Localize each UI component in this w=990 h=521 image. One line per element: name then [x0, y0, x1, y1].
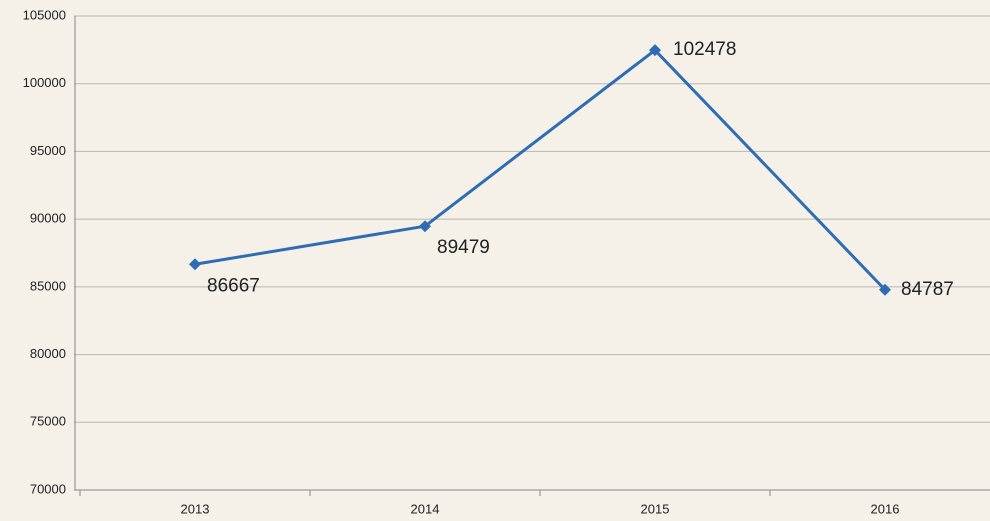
marker [649, 44, 661, 57]
marker [879, 283, 891, 296]
marker [419, 220, 431, 233]
x-tick-label: 2015 [641, 501, 670, 516]
x-tick-label: 2014 [411, 501, 440, 516]
line [194, 48, 887, 291]
data-label: 102478 [673, 39, 736, 60]
y-tick-label: 70000 [30, 481, 66, 496]
y-tick-label: 75000 [30, 414, 66, 429]
y-tick-label: 80000 [30, 346, 66, 361]
x-tick-label: 2016 [871, 501, 900, 516]
data-label: 86667 [207, 275, 260, 296]
data-label: 89479 [437, 237, 490, 258]
data-label: 84787 [901, 279, 954, 300]
y-tick-label: 100000 [23, 75, 66, 90]
y-tick-label: 90000 [30, 211, 66, 226]
marker [189, 258, 201, 271]
x-tick-label: 2013 [181, 501, 210, 516]
y-tick-label: 105000 [23, 7, 66, 22]
y-tick-label: 95000 [30, 143, 66, 158]
y-tick-label: 85000 [30, 278, 66, 293]
